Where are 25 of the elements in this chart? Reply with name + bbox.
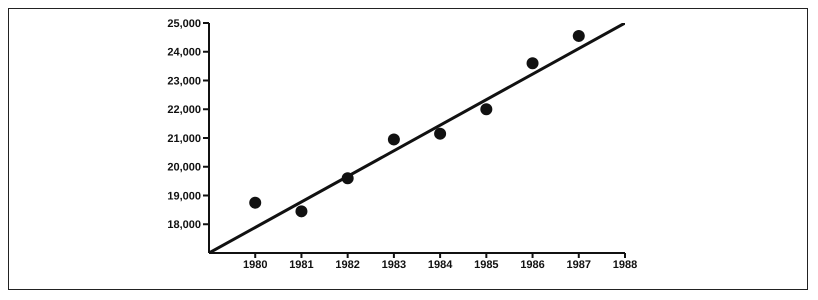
point	[480, 103, 492, 116]
y-tick-label: 24,000	[167, 46, 201, 59]
x-tick-label: 1985	[474, 258, 499, 271]
x-tick-label: 1986	[520, 258, 545, 271]
y-tick-label: 20,000	[167, 162, 201, 174]
x-tick-label: 1988	[612, 258, 638, 271]
point	[388, 133, 400, 146]
x-tick-label: 1982	[335, 258, 360, 271]
point	[434, 128, 446, 140]
point	[572, 30, 585, 42]
y-tick-label: 25,000	[167, 18, 201, 30]
y-tick-label: 21,000	[167, 132, 201, 145]
y-tick-label: 22,000	[167, 104, 201, 116]
x-tick-label: 1984	[428, 258, 454, 271]
y-tick-label: 19,000	[167, 190, 201, 202]
y-tick-label: 23,000	[167, 75, 201, 88]
y-tick-label: 18,000	[167, 219, 201, 232]
x-tick-label: 1981	[289, 258, 314, 271]
point	[342, 172, 354, 184]
point	[526, 57, 539, 70]
x-tick-label: 1987	[566, 258, 592, 271]
point	[295, 205, 308, 218]
point	[249, 196, 262, 209]
x-tick-label: 1983	[382, 258, 406, 271]
x-tick-label: 1980	[242, 258, 268, 271]
